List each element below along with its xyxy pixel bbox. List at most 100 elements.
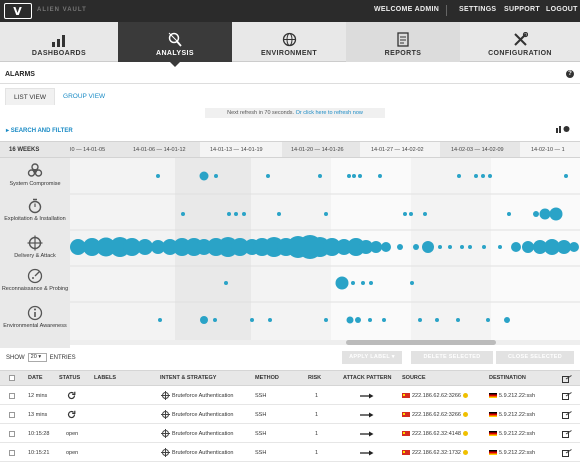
row-checkbox[interactable] [9, 412, 15, 418]
col-method[interactable]: METHOD [255, 375, 279, 381]
refresh-now-link[interactable]: Or click here to refresh now [295, 110, 363, 116]
alarm-bubble[interactable] [397, 244, 403, 250]
week-range[interactable]: 14-01-13 — 14-01-19 [210, 147, 263, 153]
alarm-bubble[interactable] [335, 276, 349, 290]
alarm-bubble[interactable] [323, 238, 341, 256]
intent-cell[interactable]: Bruteforce Authentication [172, 393, 234, 399]
alarm-bubble[interactable] [403, 212, 407, 216]
col-intent[interactable]: INTENT & STRATEGY [160, 375, 217, 381]
alarm-bubble[interactable] [369, 281, 373, 285]
alarm-bubble[interactable] [522, 241, 534, 253]
alarm-bubble[interactable] [549, 207, 563, 221]
tab-dashboards[interactable]: DASHBOARDS [0, 22, 118, 62]
category-delivery-attack[interactable]: Delivery & Attack [0, 235, 70, 259]
alarm-bubble[interactable] [123, 238, 141, 256]
row-export-icon[interactable] [562, 430, 572, 438]
row-export-icon[interactable] [562, 411, 572, 419]
week-range[interactable]: 14-01-27 — 14-02-02 [371, 147, 424, 153]
alarm-bubble[interactable] [382, 318, 386, 322]
col-risk[interactable]: RISK [308, 375, 322, 381]
alarm-bubble[interactable] [361, 281, 365, 285]
scrollbar-thumb[interactable] [346, 340, 496, 345]
source-cell[interactable]: 222.186.62.62:3266 [402, 393, 468, 399]
alarm-bubble[interactable] [358, 174, 362, 178]
tab-reports[interactable]: REPORTS [346, 22, 460, 62]
week-range[interactable]: 14-02-03 — 14-02-09 [451, 147, 504, 153]
col-labels[interactable]: LABELS [94, 375, 116, 381]
alarm-bubble[interactable] [234, 212, 238, 216]
alarm-bubble[interactable] [199, 171, 209, 181]
alarm-bubble[interactable] [214, 174, 218, 178]
col-attack-pattern[interactable]: ATTACK PATTERN [343, 375, 392, 381]
alarm-bubble[interactable] [468, 245, 472, 249]
alarm-bubble[interactable] [507, 212, 511, 216]
row-export-icon[interactable] [562, 392, 572, 400]
category-system-compromise[interactable]: System Compromise [0, 163, 70, 187]
alarm-bubble[interactable] [422, 241, 434, 253]
tab-group-view[interactable]: GROUP VIEW [63, 93, 106, 100]
week-range[interactable]: 14-01-20 — 14-01-26 [291, 147, 344, 153]
support-link[interactable]: SUPPORT [504, 6, 540, 13]
help-icon[interactable]: ? [566, 70, 574, 78]
alarm-bubble[interactable] [474, 174, 478, 178]
alarm-bubble[interactable] [569, 242, 579, 252]
alarm-bubble[interactable] [533, 240, 547, 254]
alarm-bubble[interactable] [346, 316, 354, 324]
timeline-scrollbar[interactable] [70, 340, 580, 345]
col-source[interactable]: SOURCE [402, 375, 426, 381]
week-range[interactable]: 14-02-10 — 1 [531, 147, 565, 153]
alarm-bubble[interactable] [557, 240, 571, 254]
alarm-bubble[interactable] [504, 317, 510, 323]
alarm-bubble[interactable] [347, 238, 365, 256]
alarm-bubble[interactable] [277, 212, 281, 216]
intent-cell[interactable]: Bruteforce Authentication [172, 431, 234, 437]
row-checkbox[interactable] [9, 450, 15, 456]
alarm-bubble[interactable] [456, 318, 460, 322]
alarm-bubble[interactable] [457, 174, 461, 178]
category-reconnaissance[interactable]: Reconnaissance & Probing [0, 268, 70, 292]
alarm-bubble[interactable] [368, 318, 372, 322]
destination-cell[interactable]: 5.9.212.22:ssh [489, 393, 535, 399]
alarm-bubble[interactable] [355, 317, 361, 323]
tab-configuration[interactable]: CONFIGURATION [460, 22, 580, 62]
alarm-bubble[interactable] [70, 239, 86, 255]
chart-toggle-icon[interactable] [556, 125, 570, 135]
alarm-bubble[interactable] [200, 316, 208, 324]
alarm-bubble[interactable] [137, 239, 153, 255]
apply-label-button[interactable]: APPLY LABEL ▾ [342, 351, 402, 364]
alarm-bubble[interactable] [359, 240, 373, 254]
alarm-bubble[interactable] [181, 212, 185, 216]
source-cell[interactable]: 222.186.62.32:1732 [402, 450, 468, 456]
alarm-bubble[interactable] [381, 242, 391, 252]
tab-list-view[interactable]: LIST VIEW [5, 88, 56, 105]
search-filter-toggle[interactable]: ▸ SEARCH AND FILTER [6, 128, 73, 134]
alarm-bubble[interactable] [250, 318, 254, 322]
destination-cell[interactable]: 5.9.212.22:ssh [489, 431, 535, 437]
alarm-bubble[interactable] [318, 174, 322, 178]
category-exploitation[interactable]: Exploitation & Installation [0, 198, 70, 222]
delete-selected-button[interactable]: DELETE SELECTED [411, 351, 493, 364]
table-row[interactable]: 10:15:21 open Bruteforce Authentication SSH… [0, 444, 580, 462]
alarm-bubble[interactable] [158, 318, 162, 322]
alarm-bubble[interactable] [83, 238, 101, 256]
tab-environment[interactable]: ENVIRONMENT [232, 22, 346, 62]
intent-cell[interactable]: Bruteforce Authentication [172, 412, 234, 418]
alarm-bubble[interactable] [96, 237, 116, 257]
row-checkbox[interactable] [9, 431, 15, 437]
logout-link[interactable]: LOGOUT [546, 6, 578, 13]
alarm-bubble[interactable] [347, 174, 351, 178]
row-checkbox[interactable] [9, 393, 15, 399]
source-cell[interactable]: 222.186.62.62:3266 [402, 412, 468, 418]
alarm-bubble[interactable] [448, 245, 452, 249]
alarm-bubble[interactable] [481, 174, 485, 178]
alarm-bubble[interactable] [151, 240, 165, 254]
alarm-bubble[interactable] [227, 212, 231, 216]
week-range[interactable]: I0 — 14-01-05 [70, 147, 106, 153]
alarm-bubble[interactable] [564, 174, 568, 178]
source-cell[interactable]: 222.186.62.32:4148 [402, 431, 468, 437]
entries-select[interactable]: 20 ▾ [27, 353, 47, 362]
alarm-bubble[interactable] [378, 174, 382, 178]
week-range[interactable]: 14-01-06 — 14-01-12 [133, 147, 186, 153]
table-row[interactable]: 13 mins Bruteforce Authentication SSH 1 222.… [0, 406, 580, 424]
alarm-bubble[interactable] [482, 245, 486, 249]
